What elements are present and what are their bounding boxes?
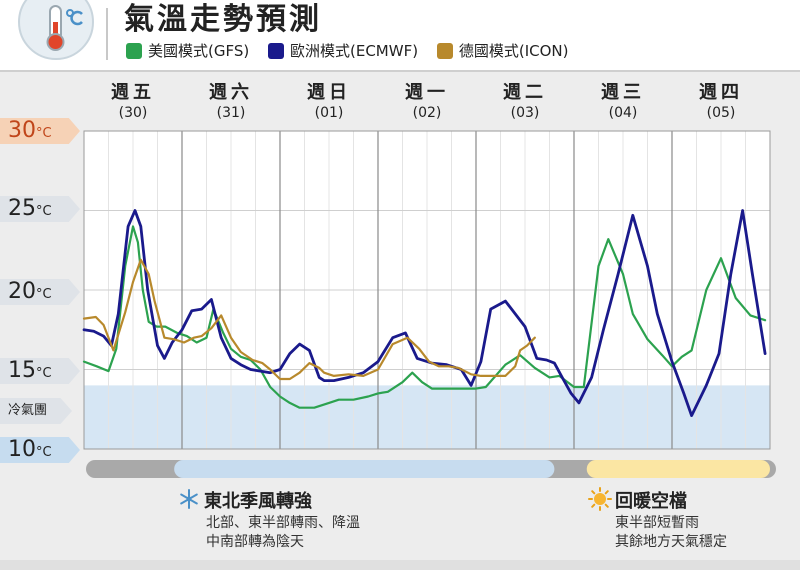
legend-swatch-ecmwf	[268, 42, 284, 59]
y-tick-25: 25°C	[0, 196, 80, 222]
plot-border	[83, 130, 771, 450]
legend-item-icon: 德國模式(ICON)	[436, 40, 569, 61]
y-tick-30: 30°C	[0, 118, 80, 144]
footer-strip	[0, 560, 800, 570]
legend-swatch-icon	[436, 42, 453, 59]
day-header-tue: 週二 (03)	[476, 82, 574, 122]
event-title: 回暖空檔	[615, 491, 687, 512]
day-header-mon: 週一 (02)	[378, 82, 476, 122]
day-weekday: 週一	[405, 82, 449, 103]
header-divider	[106, 8, 108, 60]
y-tick-label: 25	[8, 196, 36, 221]
event-title: 東北季風轉強	[204, 491, 312, 512]
day-date: (04)	[608, 105, 638, 121]
day-header-sun: 週日 (01)	[280, 82, 378, 122]
day-weekday: 週三	[601, 82, 645, 103]
y-tick-label: 30	[8, 118, 36, 143]
series-line-gfs	[82, 225, 767, 409]
day-date: (31)	[216, 105, 246, 121]
day-date: (30)	[118, 105, 148, 121]
day-date: (05)	[706, 105, 736, 121]
legend-label-gfs: 美國模式(GFS)	[148, 42, 250, 60]
thermometer-logo-icon	[18, 0, 94, 60]
day-header-fri: 週五 (30)	[84, 82, 182, 122]
y-tick-label: 15	[8, 358, 36, 383]
legend-item-ecmwf: 歐洲模式(ECMWF)	[268, 40, 418, 61]
timeline-segment	[586, 460, 770, 478]
day-weekday: 週日	[307, 82, 351, 103]
y-tick-label: 20	[8, 279, 36, 304]
day-date: (02)	[412, 105, 442, 121]
y-tick-unit: °C	[36, 204, 52, 219]
series-line-icon	[82, 258, 536, 381]
sun-icon	[588, 487, 612, 515]
y-tick-unit: °C	[36, 366, 52, 381]
legend: 美國模式(GFS) 歐洲模式(ECMWF) 德國模式(ICON)	[126, 40, 582, 63]
event-line: 中南部轉為陰天	[206, 534, 304, 550]
series-line-ecmwf	[82, 209, 767, 418]
y-tick-label: 10	[8, 437, 36, 462]
timeline-segment	[174, 460, 555, 478]
day-header-sat: 週六 (31)	[182, 82, 280, 122]
y-tick-15: 15°C	[0, 358, 80, 384]
y-tick-20: 20°C	[0, 279, 80, 305]
y-tick-unit: °C	[36, 287, 52, 302]
day-date: (01)	[314, 105, 344, 121]
page-title: 氣溫走勢預測	[124, 2, 322, 37]
day-weekday: 週四	[699, 82, 743, 103]
day-weekday: 週六	[209, 82, 253, 103]
legend-item-gfs: 美國模式(GFS)	[126, 40, 249, 61]
day-header-thu: 週四 (05)	[672, 82, 770, 122]
day-weekday: 週二	[503, 82, 547, 103]
snowflake-icon	[178, 488, 200, 514]
event-line: 北部、東半部轉雨、降溫	[206, 515, 360, 531]
legend-label-ecmwf: 歐洲模式(ECMWF)	[290, 42, 419, 60]
event-line: 東半部短暫雨	[615, 515, 699, 531]
y-tick-10: 10°C	[0, 437, 80, 463]
day-date: (03)	[510, 105, 540, 121]
y-tick-unit: °C	[36, 445, 52, 460]
day-header-wed: 週三 (04)	[574, 82, 672, 122]
cold-air-label: 冷氣團	[0, 398, 72, 424]
y-tick-unit: °C	[36, 126, 52, 141]
legend-swatch-gfs	[126, 42, 142, 59]
event-line: 其餘地方天氣穩定	[615, 534, 727, 550]
day-weekday: 週五	[111, 82, 155, 103]
header: 氣溫走勢預測 美國模式(GFS) 歐洲模式(ECMWF) 德國模式(ICON)	[0, 0, 800, 72]
legend-label-icon: 德國模式(ICON)	[458, 42, 569, 60]
